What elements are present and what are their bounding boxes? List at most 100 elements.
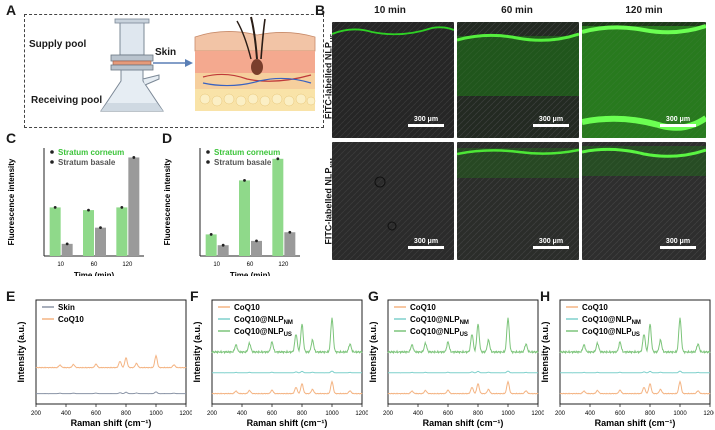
legend-label: CoQ10@NLPUS <box>234 327 292 338</box>
x-axis-label: Raman shift (cm⁻¹) <box>595 418 676 428</box>
y-axis-label: Fluorescence intensity <box>163 158 172 245</box>
panel-e-label: E <box>6 288 16 304</box>
legend-label: Stratum basale <box>58 158 116 167</box>
bar-dot <box>276 157 280 161</box>
spectrum-line <box>387 317 539 355</box>
panel-g-label: G <box>368 288 379 304</box>
chart-e: Intensity (a.u.) Raman shift (cm⁻¹) 200 400… <box>16 299 192 428</box>
y-axis-label: Intensity (a.u.) <box>368 321 378 382</box>
bar-dot <box>221 243 225 247</box>
bar <box>251 240 262 256</box>
x-tick-label: 600 <box>91 411 102 417</box>
plot-frame <box>35 299 187 405</box>
panel-d-label: D <box>162 130 173 146</box>
x-tick-label: 800 <box>645 411 656 417</box>
x-tick-label: 1200 <box>355 411 368 417</box>
panel-b-label: B <box>315 2 326 18</box>
skin-illustration-icon <box>194 16 316 111</box>
scalebar-us-120min: 300 μm <box>660 116 696 127</box>
x-tick-label: 10 <box>57 262 64 268</box>
bar-dot <box>132 156 136 159</box>
x-tick-label: 600 <box>443 411 454 417</box>
micrograph-us-60min: 300 μm <box>457 22 579 138</box>
legend-label: CoQ10 <box>410 303 436 312</box>
legend-marker <box>206 160 210 164</box>
x-axis-label: Raman shift (cm⁻¹) <box>71 418 152 428</box>
micrograph-us-120min: 300 μm <box>582 22 706 138</box>
bar-dot <box>120 206 124 209</box>
supply-pool-label: Supply pool <box>29 39 87 50</box>
x-tick-label: 120 <box>278 262 289 268</box>
x-tick-label: 200 <box>207 411 218 417</box>
legend-marker <box>50 160 54 164</box>
x-tick-label: 400 <box>237 411 248 417</box>
bar <box>272 158 284 256</box>
x-tick-label: 1000 <box>673 411 687 417</box>
x-tick-label: 1200 <box>703 411 714 417</box>
legend-label: CoQ10@NLPNM <box>234 315 293 326</box>
x-tick-label: 800 <box>473 411 484 417</box>
chart-h: Intensity (a.u.) Raman shift (cm⁻¹) 200 400… <box>540 299 714 428</box>
x-tick-label: 800 <box>297 411 308 417</box>
x-tick-label: 60 <box>247 262 254 268</box>
chart-f: Intensity (a.u.) Raman shift (cm⁻¹) 200 400… <box>192 299 368 428</box>
legend-marker <box>50 150 54 154</box>
x-tick-label: 200 <box>383 411 394 417</box>
x-tick-label: 1000 <box>501 411 515 417</box>
bar <box>83 210 94 256</box>
micrograph-us-10min: 300 μm <box>332 22 454 138</box>
bar-dot <box>243 179 246 182</box>
panel-h-label: H <box>540 288 551 304</box>
micrograph-nm-60min-image <box>457 142 579 260</box>
legend-label: Skin <box>58 303 75 312</box>
x-tick-label: 60 <box>91 262 98 268</box>
chart-c: Fluorescence intensity Time (min) 10 60 120 S… <box>7 148 144 276</box>
bar <box>95 227 106 256</box>
x-tick-label: 10 <box>213 262 220 268</box>
arrow-head-icon <box>185 59 193 67</box>
x-tick-label: 1200 <box>531 411 544 417</box>
x-tick-label: 120 <box>122 262 133 268</box>
spectrum-line <box>560 370 710 374</box>
micrograph-us-120min-image <box>582 22 706 138</box>
bar-dot <box>99 226 102 230</box>
y-axis-label: Fluorescence intensity <box>7 158 16 245</box>
spectrum-line <box>35 354 187 369</box>
legend-label: CoQ10@NLPUS <box>582 327 640 338</box>
x-tick-label: 400 <box>585 411 596 417</box>
x-tick-label: 400 <box>413 411 424 417</box>
y-axis-label: Intensity (a.u.) <box>16 321 26 382</box>
legend-label: Stratum corneum <box>58 148 124 157</box>
x-tick-label: 200 <box>31 411 42 417</box>
micrograph-us-60min-image <box>457 22 579 138</box>
y-axis-label: Intensity (a.u.) <box>540 321 550 382</box>
bar-dot <box>255 239 258 243</box>
bar <box>217 245 229 256</box>
legend-label: CoQ10 <box>234 303 260 312</box>
panel-c-label: C <box>6 130 17 146</box>
micrograph-nm-10min-image <box>332 142 454 260</box>
spectrum-line <box>387 380 539 395</box>
x-tick-label: 600 <box>267 411 278 417</box>
x-tick-label: 1200 <box>179 411 192 417</box>
x-tick-label: 200 <box>555 411 566 417</box>
bar-dot <box>53 206 57 209</box>
x-axis-label: Raman shift (cm⁻¹) <box>423 418 504 428</box>
micrograph-nm-60min: 300 μm <box>457 142 579 260</box>
legend-label: CoQ10@NLPNM <box>582 315 641 326</box>
bar-dot <box>65 242 69 246</box>
spectrum-line <box>211 380 363 395</box>
bar <box>284 232 296 256</box>
chart-g: Intensity (a.u.) Raman shift (cm⁻¹) 200 400… <box>368 299 544 428</box>
col-title-10min: 10 min <box>374 5 406 16</box>
scalebar-nm-10min: 300 μm <box>408 238 444 249</box>
micrograph-nm-120min-image <box>582 142 706 260</box>
x-tick-label: 400 <box>61 411 72 417</box>
panel-a-frame: Supply pool Receiving pool Skin <box>24 14 324 128</box>
bar <box>116 207 128 256</box>
x-tick-label: 1000 <box>149 411 163 417</box>
scalebar-us-60min: 300 μm <box>533 116 569 127</box>
franz-cell-icon <box>100 18 164 112</box>
bar <box>205 234 217 256</box>
